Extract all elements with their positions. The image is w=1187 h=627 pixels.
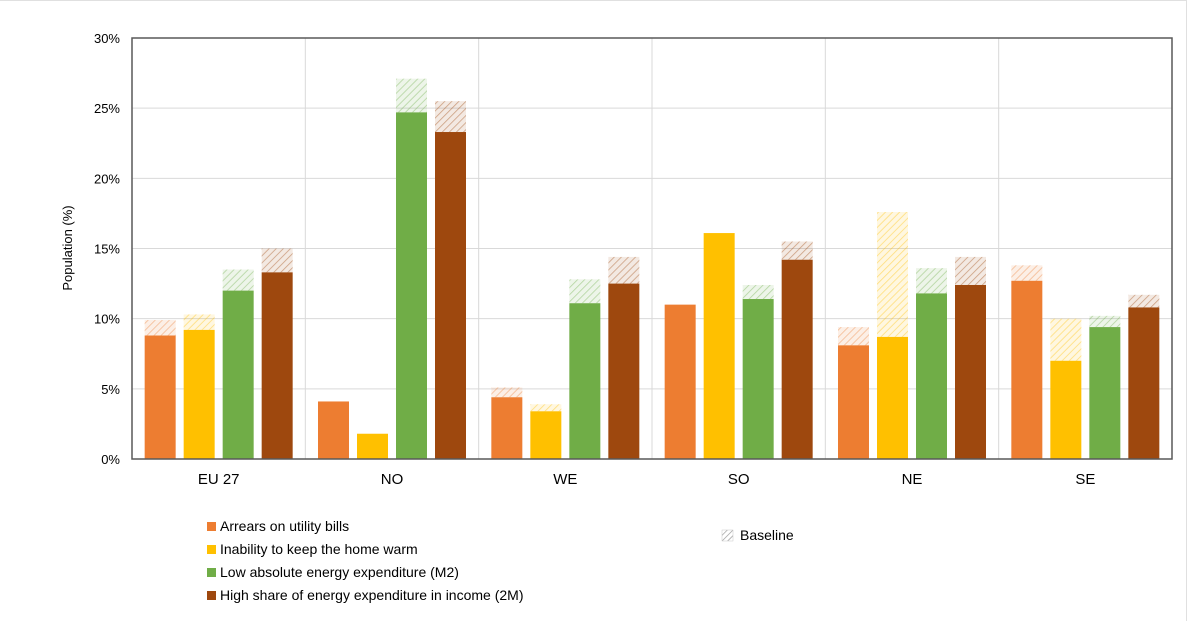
baseline-bar [530, 404, 562, 412]
bar [569, 303, 601, 459]
bar [318, 401, 349, 459]
bar [916, 293, 947, 459]
legend-label: Arrears on utility bills [220, 518, 349, 534]
bar [357, 433, 388, 459]
bar [1089, 327, 1121, 459]
bar [1050, 360, 1082, 459]
x-tick-label: SE [1075, 471, 1095, 488]
x-tick-labels: EU 27 NO WE SO NE SE [198, 471, 1096, 488]
bar [781, 259, 813, 459]
y-tick-label: 0% [101, 452, 120, 467]
legend-label: Inability to keep the home warm [220, 541, 418, 557]
bar [838, 345, 869, 459]
x-tick-label: NO [381, 471, 404, 488]
baseline-bar [608, 256, 640, 284]
baseline-bar [1128, 294, 1160, 308]
baseline-bar [742, 284, 774, 300]
bar [877, 336, 908, 459]
y-tick-label: 20% [94, 171, 120, 186]
bar [530, 411, 562, 459]
baseline-bar [222, 269, 254, 291]
baseline-bar [955, 256, 986, 285]
bar [222, 290, 254, 459]
baseline-bar [1011, 265, 1043, 281]
y-tick-label: 10% [94, 312, 120, 327]
baseline-bar [916, 268, 947, 294]
baseline-bar [1089, 315, 1121, 328]
bar [183, 329, 215, 459]
baseline-bar [396, 78, 427, 113]
y-tick-label: 30% [94, 31, 120, 46]
legend-swatch [207, 568, 216, 577]
plot-border [131, 37, 1173, 460]
x-tick-label: EU 27 [198, 471, 240, 488]
x-tick-label: WE [553, 471, 577, 488]
bar [261, 272, 293, 459]
y-tick-label: 15% [94, 242, 120, 257]
legend-label: Low absolute energy expenditure (M2) [220, 564, 459, 580]
y-tick-label: 5% [101, 382, 120, 397]
bar [703, 233, 735, 459]
x-tick-label: NE [902, 471, 923, 488]
baseline-bar [781, 241, 813, 260]
bar [1128, 307, 1160, 459]
baseline-bar [1050, 318, 1082, 361]
baseline-bar [569, 279, 601, 304]
legend-swatch [207, 545, 216, 554]
y-axis-label: Population (%) [60, 205, 75, 290]
baseline-bar [435, 101, 466, 133]
y-tick-label: 25% [94, 101, 120, 116]
baseline-bar [183, 314, 215, 330]
value-bars [144, 112, 1160, 460]
baseline-bar [144, 320, 176, 336]
bar [664, 304, 696, 459]
baseline-bar [491, 387, 523, 398]
y-tick-labels: 0% 5% 10% 15% 20% 25% 30% [94, 31, 120, 467]
legend-label-baseline: Baseline [740, 527, 794, 543]
grid-lines [132, 38, 1172, 459]
legend-label: High share of energy expenditure in inco… [220, 587, 524, 603]
bar [742, 299, 774, 459]
baseline-bar [838, 327, 869, 346]
legend: Arrears on utility bills Inability to kee… [207, 518, 794, 603]
x-tick-label: SO [728, 471, 750, 488]
baseline-bar [261, 248, 293, 273]
baseline-bars [144, 78, 1160, 412]
legend-swatch [207, 591, 216, 600]
bar [491, 397, 523, 459]
bar [955, 284, 986, 459]
bar [396, 112, 427, 460]
bar [435, 132, 466, 460]
bar [608, 283, 640, 459]
baseline-bar [877, 212, 908, 337]
bar [1011, 280, 1043, 459]
legend-swatch [207, 522, 216, 531]
legend-swatch-baseline [721, 529, 734, 542]
bar [144, 335, 176, 459]
